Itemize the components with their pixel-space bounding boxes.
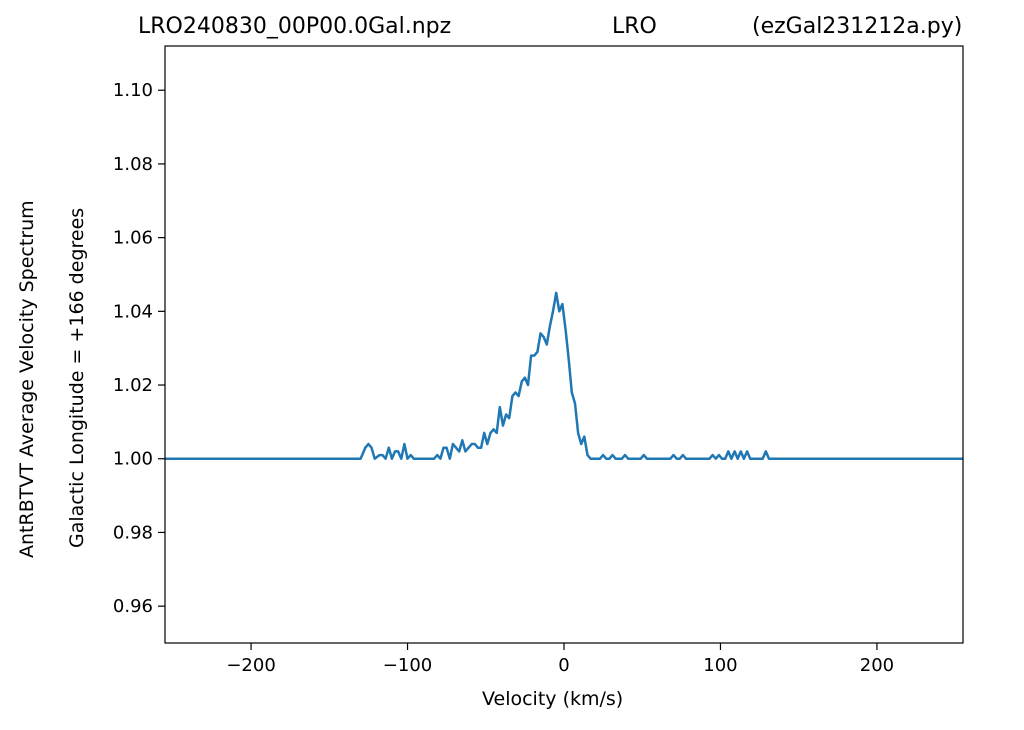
ticks-layer: −200 −100 0 100 200 0.96 0.98 1.00 1.02 1.04 1.06 1… bbox=[113, 80, 894, 676]
plot-background bbox=[165, 46, 963, 643]
x-axis-label: Velocity (km/s) bbox=[482, 688, 624, 710]
title-center: LRO bbox=[612, 14, 657, 39]
x-tick-label: −200 bbox=[226, 655, 275, 676]
y-tick-label: 1.04 bbox=[113, 301, 153, 322]
y-tick-label: 1.02 bbox=[113, 375, 153, 396]
series-line bbox=[165, 291, 963, 460]
y-tick-label: 1.10 bbox=[113, 80, 153, 101]
x-tick-label: 0 bbox=[558, 655, 569, 676]
plot-frame bbox=[164, 45, 964, 644]
y-tick-label: 1.08 bbox=[113, 154, 153, 175]
title-right: (ezGal231212a.py) bbox=[752, 14, 963, 39]
x-tick-label: 200 bbox=[860, 655, 894, 676]
y-tick-label: 0.98 bbox=[113, 522, 153, 543]
y-tick-label: 0.96 bbox=[113, 596, 153, 617]
y-tick-label: 1.06 bbox=[113, 228, 153, 249]
y-axis-label-outer: AntRBTVT Average Velocity Spectrum bbox=[16, 200, 38, 558]
x-tick-label: −100 bbox=[383, 655, 432, 676]
title-left: LRO240830_00P00.0Gal.npz bbox=[138, 14, 452, 39]
y-tick-label: 1.00 bbox=[113, 449, 153, 470]
y-axis-label-inner: Galactic Longitude = +166 degrees bbox=[66, 207, 88, 548]
x-tick-label: 100 bbox=[703, 655, 737, 676]
